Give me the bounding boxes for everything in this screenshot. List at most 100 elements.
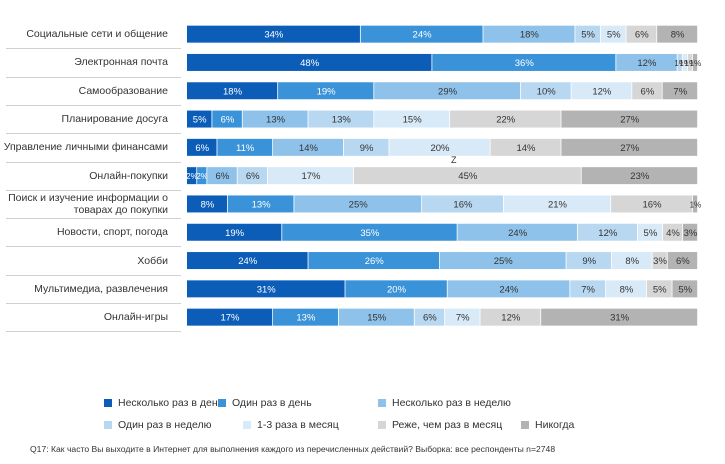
data-label: 12% xyxy=(598,228,618,239)
category-label: Хобби xyxy=(137,254,168,267)
data-label: 3% xyxy=(653,256,667,267)
bar-segment xyxy=(632,82,662,100)
data-label: 13% xyxy=(296,313,316,324)
bar-segment xyxy=(282,223,457,241)
bar-segment xyxy=(187,138,217,156)
data-label: 5% xyxy=(193,115,207,126)
bar-segment xyxy=(227,195,294,213)
bar-segment xyxy=(187,223,282,241)
data-label: 18% xyxy=(223,86,243,97)
data-label: 8% xyxy=(625,256,639,267)
data-label: 14% xyxy=(516,143,536,154)
data-label: 4% xyxy=(666,228,680,239)
bar-segment xyxy=(439,252,566,270)
data-label: 5% xyxy=(581,30,595,41)
category-label: Планирование досуга xyxy=(61,113,168,126)
bar-segment xyxy=(267,167,354,185)
bar-segment xyxy=(657,25,698,43)
data-label: 6% xyxy=(423,313,437,324)
row-separator xyxy=(6,48,181,50)
bar-segment xyxy=(480,308,541,326)
bar-segment xyxy=(187,195,228,213)
legend-swatch xyxy=(378,421,386,429)
bar-segment xyxy=(345,280,447,298)
bar-segment xyxy=(566,252,612,270)
bar-segment xyxy=(575,25,601,43)
data-label: 5% xyxy=(607,30,621,41)
legend-item: Никогда xyxy=(521,419,574,431)
data-label: 15% xyxy=(367,313,387,324)
data-label: 23% xyxy=(630,171,650,182)
category-label: Самообразование xyxy=(78,84,168,97)
data-label: 20% xyxy=(430,143,450,154)
bar-segment xyxy=(450,110,561,128)
row-separator xyxy=(6,161,181,163)
legend-item: Один раз в день xyxy=(218,397,312,409)
bar-segment xyxy=(414,308,445,326)
row-separator xyxy=(6,303,181,304)
data-label: 12% xyxy=(592,86,612,97)
legend-label: Один раз в неделю xyxy=(118,419,212,431)
row-separator xyxy=(6,331,181,333)
bar-segment xyxy=(677,53,682,71)
row-separator xyxy=(6,246,181,248)
data-label: 6% xyxy=(676,256,690,267)
data-label: 48% xyxy=(300,58,320,69)
bar-segment xyxy=(389,138,490,156)
data-label: 27% xyxy=(620,115,640,126)
legend-label: 1-3 раза в месяц xyxy=(257,419,339,431)
data-label: 31% xyxy=(610,313,630,324)
data-label: 2% xyxy=(196,172,208,181)
data-label: 1% xyxy=(679,59,691,68)
bar-segment xyxy=(606,280,647,298)
data-label: 6% xyxy=(195,143,209,154)
data-label: 13% xyxy=(266,115,286,126)
data-label: 7% xyxy=(456,313,470,324)
data-label: 3% xyxy=(684,228,698,239)
bar-segment xyxy=(672,280,698,298)
row-separator xyxy=(6,133,181,135)
legend-swatch xyxy=(104,421,112,429)
legend-label: Несколько раз в день xyxy=(118,397,224,409)
bar-segment xyxy=(561,110,698,128)
bar-segment xyxy=(242,110,308,128)
data-label: 45% xyxy=(458,171,478,182)
bar-segment xyxy=(692,195,698,213)
data-label: 13% xyxy=(252,199,272,210)
bar-segment xyxy=(445,308,480,326)
data-label: 26% xyxy=(365,256,385,267)
bar-segment xyxy=(626,25,657,43)
bar-segment xyxy=(616,53,677,71)
data-label: 11% xyxy=(236,143,255,154)
bar-segment xyxy=(343,138,389,156)
data-label: 21% xyxy=(548,199,568,210)
data-label: 16% xyxy=(643,199,663,210)
data-label: 12% xyxy=(637,58,657,69)
bar-segment xyxy=(187,167,197,185)
data-label: 9% xyxy=(582,256,596,267)
data-label: 20% xyxy=(387,284,407,295)
bar-segment xyxy=(197,167,207,185)
bar-segment xyxy=(278,82,374,100)
data-label: 5% xyxy=(653,284,667,295)
bar-segment xyxy=(687,53,693,71)
data-label: 24% xyxy=(413,30,433,41)
bar-segment xyxy=(503,195,611,213)
category-label: Мультимедиа, развлечения xyxy=(34,282,168,295)
bar-segment xyxy=(490,138,561,156)
bar-segment xyxy=(187,53,432,71)
category-label: Социальные сети и общение xyxy=(26,28,168,41)
data-label: 7% xyxy=(673,86,687,97)
data-label: 17% xyxy=(301,171,321,182)
category-label: Онлайн-игры xyxy=(103,311,168,324)
data-label: 6% xyxy=(641,86,655,97)
data-label: 34% xyxy=(264,30,284,41)
data-label: 19% xyxy=(317,86,337,97)
bar-segment xyxy=(187,82,278,100)
data-label: 17% xyxy=(220,313,240,324)
bar-segment xyxy=(611,252,652,270)
data-label: 25% xyxy=(349,199,369,210)
legend-swatch xyxy=(218,399,226,407)
data-label: 18% xyxy=(520,30,540,41)
